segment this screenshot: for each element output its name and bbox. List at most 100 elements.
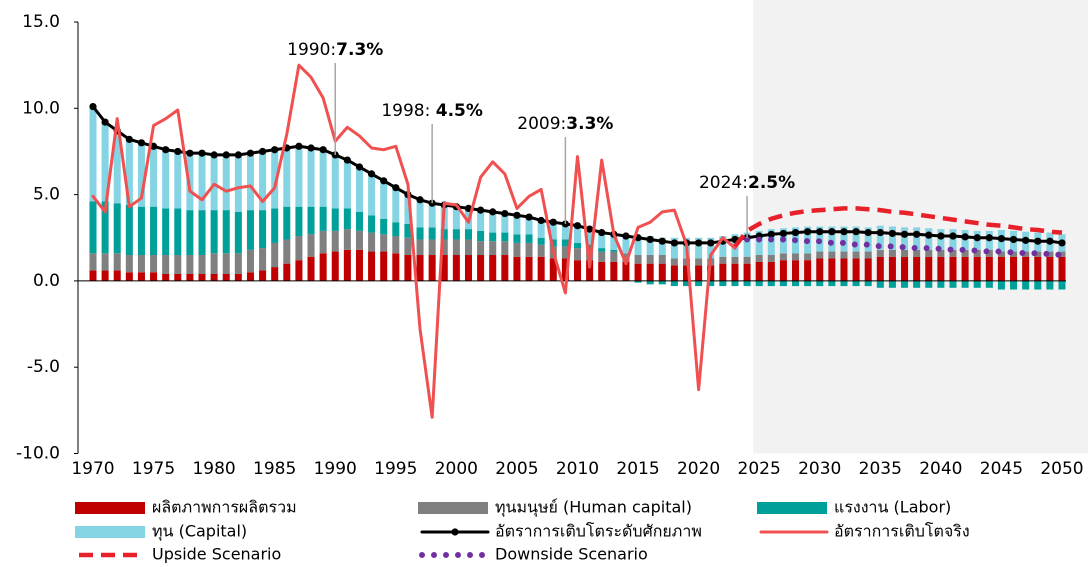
- bar: [150, 272, 158, 281]
- bar: [961, 249, 969, 257]
- line-marker: [513, 211, 521, 219]
- bar: [816, 280, 824, 287]
- bar: [416, 199, 424, 228]
- bar: [101, 253, 109, 271]
- bar: [743, 256, 751, 264]
- bar: [804, 280, 812, 287]
- bar: [477, 210, 485, 231]
- bar: [537, 237, 545, 245]
- bar: [949, 256, 957, 281]
- bar: [973, 280, 981, 288]
- forecast-shade: [753, 0, 1088, 454]
- x-tick-label: 1975: [132, 459, 175, 479]
- bar: [125, 272, 133, 281]
- bar: [586, 229, 594, 245]
- bar: [259, 270, 267, 281]
- line-marker: [876, 228, 884, 237]
- bar: [416, 255, 424, 281]
- bar: [355, 249, 363, 281]
- bar: [477, 230, 485, 242]
- annotation-label: 1998:: [381, 101, 435, 121]
- bar: [949, 249, 957, 257]
- bar: [755, 261, 763, 281]
- bar: [1010, 256, 1018, 281]
- bar: [222, 210, 230, 254]
- bar: [682, 280, 691, 287]
- line-marker: [646, 235, 654, 244]
- line-marker: [888, 229, 897, 238]
- bar: [913, 256, 921, 281]
- line-marker: [101, 118, 109, 126]
- bar: [573, 260, 582, 281]
- bar: [283, 147, 291, 207]
- line-marker: [913, 230, 921, 238]
- bar: [828, 226, 836, 252]
- legend-label: Downside Scenario: [495, 545, 648, 564]
- line-marker: [198, 149, 206, 157]
- bar: [961, 256, 969, 281]
- bar: [549, 258, 557, 281]
- bar: [731, 280, 739, 287]
- bar: [925, 280, 933, 288]
- bar: [937, 256, 945, 281]
- bar: [1058, 280, 1066, 290]
- bar: [428, 239, 436, 256]
- legend-label: Upside Scenario: [152, 545, 281, 564]
- bar: [174, 273, 182, 281]
- bar: [586, 260, 594, 281]
- line-marker: [355, 163, 364, 171]
- bar: [222, 253, 230, 274]
- bar: [828, 280, 836, 287]
- bar: [634, 236, 642, 256]
- bar: [719, 256, 727, 264]
- x-tick-label: 2020: [677, 459, 720, 479]
- bar: [331, 208, 339, 231]
- x-tick-label: 2040: [919, 459, 962, 479]
- bar: [985, 249, 993, 257]
- bar: [198, 255, 206, 274]
- bar: [101, 122, 109, 202]
- line-marker: [416, 196, 424, 204]
- legend-swatch: [418, 502, 488, 514]
- bar: [864, 258, 872, 281]
- x-tick-label: 1990: [314, 459, 357, 479]
- bar: [307, 147, 315, 207]
- bar: [283, 206, 291, 240]
- x-tick-label: 1980: [192, 459, 235, 479]
- bar: [852, 251, 860, 259]
- bar: [876, 225, 884, 250]
- bar: [985, 280, 993, 288]
- line-marker: [222, 151, 230, 159]
- bar: [271, 149, 279, 209]
- bar: [331, 154, 339, 209]
- line-marker: [622, 232, 630, 240]
- bar: [901, 256, 909, 281]
- bar: [392, 187, 400, 223]
- line-marker: [1034, 237, 1042, 245]
- bar: [162, 255, 170, 274]
- annotation-label: 1990:: [287, 40, 336, 60]
- line-solid: [91, 63, 737, 419]
- bar: [888, 226, 896, 250]
- bar: [392, 253, 400, 281]
- y-tick-label: 5.0: [33, 185, 60, 205]
- bar: [198, 273, 206, 281]
- bar: [477, 241, 485, 256]
- bar: [973, 249, 981, 257]
- bar: [864, 280, 872, 287]
- bar: [695, 258, 703, 266]
- line-marker: [900, 230, 909, 238]
- bar: [888, 256, 896, 281]
- bar: [210, 154, 218, 211]
- bar: [440, 255, 448, 281]
- bar: [380, 251, 388, 281]
- bar: [259, 151, 267, 211]
- line-marker: [525, 213, 533, 221]
- line-marker: [1009, 235, 1018, 244]
- bar: [561, 258, 569, 281]
- annotation-value: 3.3%: [566, 114, 613, 134]
- bar: [162, 208, 170, 256]
- x-tick-label: 2010: [556, 459, 599, 479]
- bar: [246, 210, 254, 250]
